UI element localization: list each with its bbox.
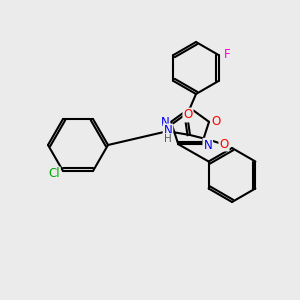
Text: O: O — [183, 109, 193, 122]
Text: N: N — [203, 139, 212, 152]
Text: F: F — [224, 47, 231, 61]
Text: N: N — [160, 116, 169, 129]
Text: O: O — [219, 137, 229, 151]
Text: Cl: Cl — [48, 167, 60, 181]
Text: N: N — [164, 124, 172, 137]
Text: H: H — [164, 134, 172, 144]
Text: O: O — [212, 115, 220, 128]
